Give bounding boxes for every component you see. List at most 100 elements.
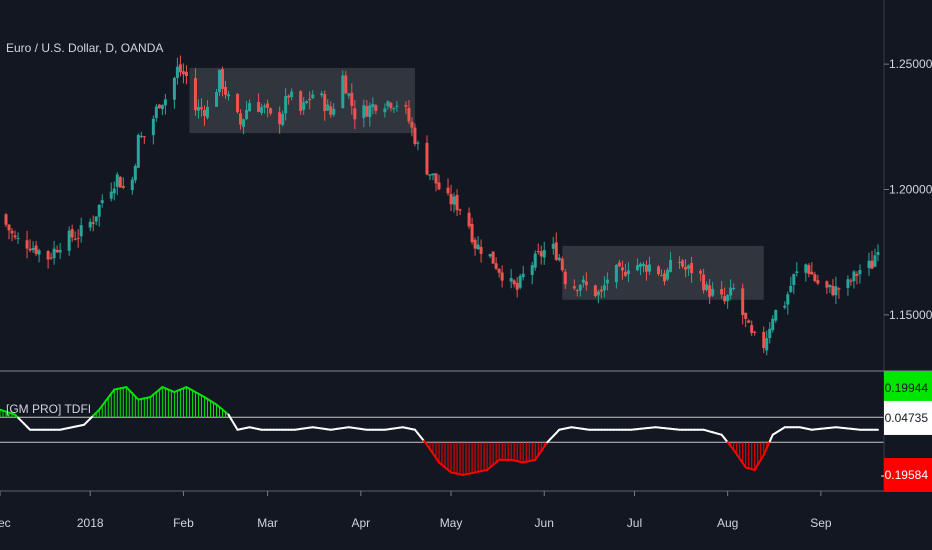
candle-body <box>557 257 561 261</box>
candle-body <box>266 103 270 108</box>
candle-body <box>383 108 387 113</box>
candle-body <box>434 173 438 184</box>
candle-body <box>551 243 555 249</box>
candle-body <box>596 291 600 296</box>
candle-body <box>467 212 471 227</box>
tdfi-line-segment <box>768 433 774 443</box>
candle-body <box>118 176 122 188</box>
oscillator-value-label: 0.19944 <box>885 381 929 395</box>
candle-body <box>572 286 576 289</box>
candle-body <box>278 112 282 125</box>
candle-body <box>786 294 790 305</box>
candle-body <box>825 281 829 288</box>
consolidation-zone <box>189 67 415 134</box>
candle-body <box>542 249 546 258</box>
candle-body <box>431 173 435 176</box>
candle-body <box>584 281 588 286</box>
time-tick-label: May <box>440 516 463 530</box>
candle-body <box>323 94 327 112</box>
candle-body <box>762 331 766 349</box>
candle-body <box>726 295 730 302</box>
candle-body <box>855 273 859 276</box>
candle-body <box>641 264 645 267</box>
candle-body <box>91 222 95 224</box>
tdfi-line-segment <box>762 447 768 456</box>
candle-body <box>455 195 459 211</box>
candle-body <box>154 106 158 119</box>
tdfi-oscillator <box>0 386 884 476</box>
consolidation-zone <box>562 245 764 300</box>
candle-body <box>771 318 775 331</box>
candle-body <box>834 286 838 296</box>
candle-body <box>133 165 137 181</box>
time-tick-label: Jul <box>627 516 642 530</box>
candle-body <box>744 312 748 319</box>
candle-body <box>341 75 345 108</box>
candle-body <box>392 108 396 110</box>
candle-body <box>491 251 495 264</box>
candle-body <box>413 127 417 145</box>
candle-body <box>374 105 378 111</box>
candle-body <box>404 104 408 107</box>
candle-body <box>31 247 35 251</box>
time-tick-label: Sep <box>810 516 832 530</box>
candle-body <box>55 249 59 253</box>
oscillator-value-tag <box>884 400 932 435</box>
candle-body <box>221 68 225 89</box>
candle-body <box>575 290 579 292</box>
candle-body <box>446 187 450 194</box>
candle-body <box>512 280 516 285</box>
candle-body <box>831 286 835 296</box>
candle-body <box>290 91 294 98</box>
candle-body <box>263 105 267 108</box>
candle-body <box>299 91 303 111</box>
candle-body <box>100 200 104 204</box>
candle-body <box>669 260 673 272</box>
oscillator-value-tag <box>884 371 932 405</box>
candle-body <box>828 284 832 288</box>
candle-body <box>16 238 20 240</box>
candle-body <box>816 280 820 284</box>
price-tick-label: 1.15000 <box>889 308 932 322</box>
candle-body <box>13 235 17 238</box>
candle-body <box>813 274 817 281</box>
price-tick-label: 1.20000 <box>889 182 932 196</box>
candle-body <box>581 279 585 283</box>
candle-body <box>347 93 351 96</box>
candle-body <box>115 174 119 187</box>
candle-body <box>205 106 209 118</box>
oscillator-value-label: -0.19584 <box>881 468 929 482</box>
candle-body <box>488 254 492 257</box>
time-tick-label: Mar <box>257 516 278 530</box>
candle-body <box>70 229 74 238</box>
candle-body <box>593 285 597 297</box>
candle-body <box>479 246 483 254</box>
candle-body <box>76 237 80 239</box>
candle-body <box>539 251 543 257</box>
candle-body <box>112 188 116 194</box>
candle-body <box>284 96 288 114</box>
time-tick-label: 2018 <box>77 516 104 530</box>
candle-body <box>533 253 537 268</box>
candle-body <box>623 271 627 276</box>
candle-body <box>690 263 694 274</box>
oscillator-value-tag <box>884 458 932 492</box>
candle-body <box>530 265 534 276</box>
time-tick-label: Dec <box>0 516 11 530</box>
candle-body <box>94 216 98 222</box>
candle-body <box>702 274 706 291</box>
candle-body <box>245 109 249 120</box>
oscillator-title: [GM PRO] TDFI <box>6 402 91 416</box>
candle-body <box>320 93 324 96</box>
candle-body <box>792 274 796 286</box>
candle-body <box>10 230 14 234</box>
tdfi-line-segment <box>765 440 771 450</box>
candle-body <box>353 108 357 120</box>
candle-body <box>46 250 50 260</box>
candle-body <box>302 102 306 110</box>
candle-body <box>518 276 522 288</box>
candle-body <box>729 287 733 296</box>
candle-body <box>765 338 769 351</box>
oscillator-value-label: 0.04735 <box>885 411 929 425</box>
